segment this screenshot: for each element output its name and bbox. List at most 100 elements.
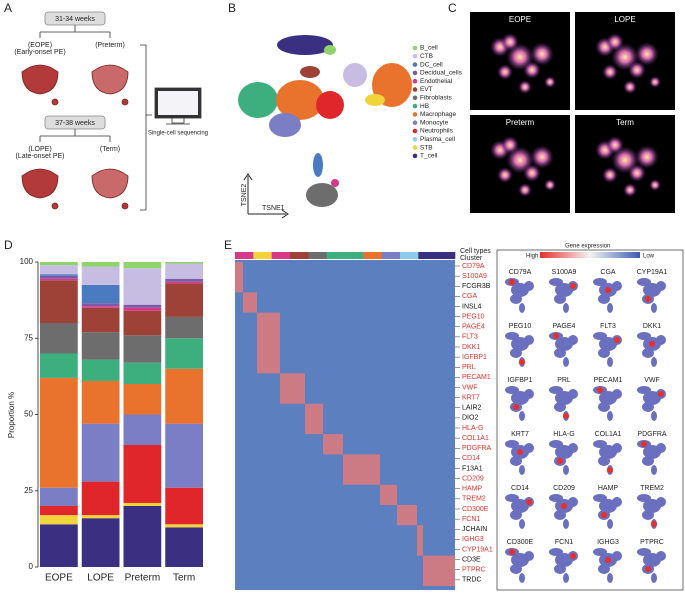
cell-type-bar [271,252,291,259]
bar-segment [123,506,162,567]
gene-label: TRDC [462,577,481,584]
x-tick-label: LOPE [87,573,114,584]
cluster [316,91,344,119]
feature-title: TREM2 [640,485,664,492]
heatmap-block [280,373,305,404]
bar-segment [165,316,203,339]
feature-cluster [651,357,657,367]
stacked-bar-chart: 0 25 50 75 100 EOPE LOPE Preterm Term [20,257,203,584]
feature-cluster [568,335,578,345]
panel-label: E [224,238,232,252]
feature-hotspot [563,413,569,419]
density-spot [602,64,618,80]
gene-label: PDGFRA [462,445,492,452]
placenta [91,168,129,199]
bar-segment [123,304,162,308]
legend-swatch [412,70,418,76]
x-tick-label: Term [173,573,195,584]
cell-type-bar [308,252,327,259]
feature-cluster [554,564,566,574]
feature-hotspot [651,521,657,527]
cell-type-bar [326,252,346,259]
gene-label: CD3E [462,556,481,563]
legend-label: T_cell [420,153,438,160]
legend-swatch [412,62,418,67]
feature-hotspot [605,287,611,293]
cell-type-bar [253,252,272,259]
gene-label: F13A1 [462,465,483,472]
density-spot [649,76,661,88]
feature-cluster [568,389,578,399]
bar-segment [165,487,203,525]
feature-box [496,249,684,591]
placenta [21,168,59,199]
panel-label: D [4,238,13,252]
cluster [365,94,385,106]
feature-title: CD14 [511,485,529,492]
feature-cluster [642,402,654,412]
feature-hotspot [553,333,559,339]
density-spot [649,179,661,191]
density-spot [523,61,541,79]
fetus [51,98,59,106]
density-spot [518,80,532,94]
density-title: Term [616,118,634,127]
feature-hotspot [649,341,655,347]
feature-hotspot [601,512,607,518]
feature-title: IGFBP1 [508,377,533,384]
feature-hotspot [597,387,603,393]
bar-segment [81,359,120,381]
feature-cluster [598,456,610,466]
feature-title: FLT3 [600,323,616,330]
legend-label: DC_cell [420,61,443,68]
feature-cluster [612,497,622,507]
bar-segment [81,266,120,285]
legend-title: Gene expression [565,244,610,250]
feature-hotspot [645,296,651,302]
feature-cluster [607,519,613,529]
gene-label: CD300E [462,506,489,513]
heatmap-block [423,555,455,586]
panel-label: A [4,1,12,15]
gene-label: S100A9 [462,273,487,280]
density-spot [497,167,513,183]
cluster [313,153,323,177]
x-tick-label: EOPE [45,573,73,584]
density-spot [628,164,646,182]
cell-type-bar [235,252,254,259]
feature-hotspot [570,283,576,289]
label: (Late-onset PE) [15,153,64,160]
legend-swatch [412,112,418,117]
feature-cluster [563,357,569,367]
bar-segment [81,306,120,308]
feature-hotspot [561,503,567,509]
label: (LOPE) [28,146,51,153]
density-spot [501,136,519,154]
y-tick-label: 75 [24,333,33,342]
legend-label: Decidual_cells [420,70,463,77]
y-tick-label: 25 [24,486,33,495]
heatmap-block [380,484,397,505]
feature-title: S100A9 [552,269,577,276]
gene-label: FCGR3B [462,283,491,290]
feature-title: PTPRC [640,539,664,546]
heatmap-block [305,403,323,435]
feature-cluster [554,510,566,520]
legend-label: Fibroblasts [420,95,453,102]
gene-label: CD79A [462,263,485,270]
cluster [306,183,338,207]
cluster [269,113,301,137]
legend-swatch [412,78,418,84]
label: 37-38 weeks [55,120,95,127]
gene-label: CGA [462,293,478,300]
gene-label: DKK1 [462,344,480,351]
legend-swatch [412,153,418,159]
feature-cluster [563,519,569,529]
cell-type-bar [418,252,437,259]
gene-label: IGFBP1 [462,354,487,361]
feature-cluster [651,303,657,313]
bar-segment [40,506,78,516]
connector [39,129,111,142]
cell-type-bar [436,252,456,259]
